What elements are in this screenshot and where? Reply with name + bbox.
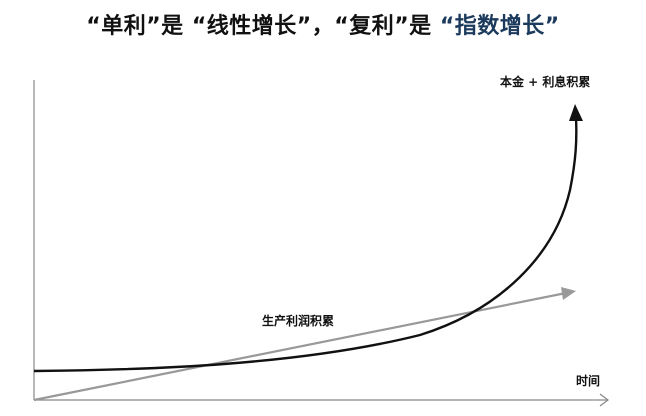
linear-line-label: 生产利润积累: [262, 314, 335, 328]
slide-title: “单利”是 “线性增长”，“复利”是 “指数增长”: [0, 8, 646, 40]
linear-growth-arrowhead: [561, 287, 576, 300]
title-part-exponential-growth: “指数增长”: [439, 14, 560, 39]
title-part-linear-growth: “线性增长”: [191, 14, 312, 39]
exponential-growth-arrowhead: [569, 104, 583, 121]
x-axis-arrowhead: [599, 393, 609, 407]
title-part-simple-interest: “单利”是: [86, 14, 192, 39]
linear-growth-line: [33, 291, 567, 402]
y-axis-end-label: 本金 + 利息积累: [500, 75, 591, 89]
exponential-growth-curve: [33, 117, 578, 373]
title-part-compound-interest: ，“复利”是: [311, 14, 440, 39]
x-axis-label: 时间: [576, 374, 601, 388]
